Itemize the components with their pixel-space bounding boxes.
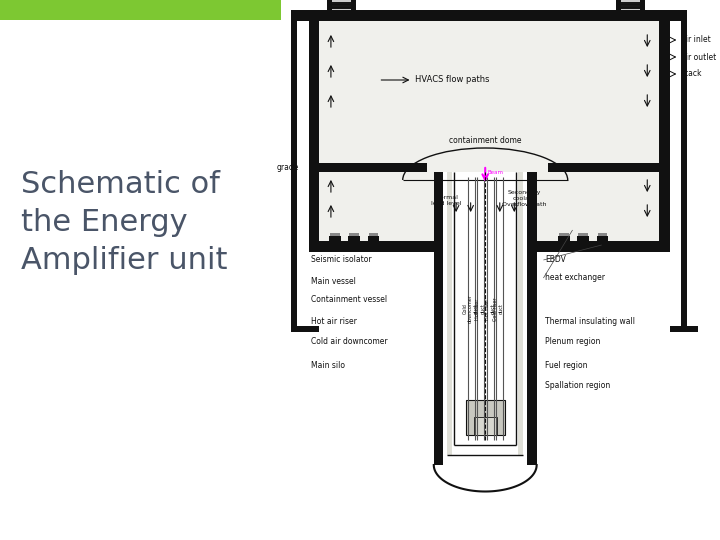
Bar bbox=[291, 326, 309, 332]
Bar bbox=[291, 10, 309, 21]
Bar bbox=[369, 233, 379, 236]
Text: heat exchanger: heat exchanger bbox=[545, 273, 606, 282]
Bar bbox=[670, 326, 687, 332]
Bar bbox=[319, 21, 659, 241]
Text: stack: stack bbox=[681, 70, 702, 78]
Bar bbox=[559, 233, 569, 236]
Bar bbox=[330, 233, 340, 236]
Bar bbox=[351, 0, 356, 10]
Bar bbox=[577, 236, 589, 241]
Text: Fuel region: Fuel region bbox=[545, 361, 588, 369]
Bar bbox=[466, 400, 505, 435]
Text: EBDV: EBDV bbox=[545, 255, 566, 265]
Bar bbox=[518, 172, 523, 455]
Bar bbox=[348, 236, 360, 241]
Text: HVACS flow paths: HVACS flow paths bbox=[415, 76, 490, 84]
Text: Spallation region: Spallation region bbox=[545, 381, 611, 389]
Bar bbox=[291, 326, 319, 332]
Bar bbox=[309, 10, 670, 21]
Text: Main silo: Main silo bbox=[310, 361, 345, 369]
Bar bbox=[433, 172, 444, 465]
Bar bbox=[549, 163, 659, 172]
Text: Overflow path: Overflow path bbox=[502, 202, 546, 207]
Bar bbox=[681, 10, 687, 252]
Text: Normal
lead level: Normal lead level bbox=[431, 195, 462, 206]
Bar bbox=[0, 0, 282, 20]
Text: Hot air riser: Hot air riser bbox=[310, 318, 356, 327]
Bar bbox=[670, 10, 687, 21]
Text: Cold
downcomer
duct: Cold downcomer duct bbox=[462, 294, 479, 323]
Text: Thermal insulating wall: Thermal insulating wall bbox=[545, 318, 635, 327]
Bar bbox=[291, 10, 297, 252]
Text: Secondary
coolast: Secondary coolast bbox=[508, 190, 541, 201]
Text: Cold air downcomer: Cold air downcomer bbox=[310, 338, 387, 347]
Text: containment dome: containment dome bbox=[449, 136, 521, 145]
Bar bbox=[327, 0, 356, 10]
Bar bbox=[659, 10, 670, 252]
Bar bbox=[319, 163, 427, 172]
Bar bbox=[616, 0, 621, 10]
Bar bbox=[616, 0, 645, 10]
Bar bbox=[291, 252, 297, 332]
Text: air outlet: air outlet bbox=[681, 52, 716, 62]
Bar bbox=[309, 10, 319, 252]
Bar bbox=[447, 172, 452, 455]
Text: Beam: Beam bbox=[487, 170, 503, 174]
Text: Cold riser
duct: Cold riser duct bbox=[493, 297, 504, 321]
Bar bbox=[681, 252, 687, 332]
Text: Main vessel: Main vessel bbox=[310, 278, 356, 287]
Text: air inlet: air inlet bbox=[681, 36, 711, 44]
Text: Schematic of
the Energy
Amplifier unit: Schematic of the Energy Amplifier unit bbox=[22, 170, 228, 275]
Bar bbox=[368, 236, 379, 241]
Text: Plenum region: Plenum region bbox=[545, 338, 600, 347]
Bar bbox=[641, 0, 645, 10]
Bar bbox=[598, 233, 608, 236]
Bar bbox=[327, 0, 332, 10]
Bar bbox=[558, 236, 570, 241]
Text: grade: grade bbox=[276, 164, 299, 172]
Bar bbox=[349, 233, 359, 236]
Bar bbox=[597, 236, 608, 241]
Bar bbox=[527, 172, 536, 465]
Text: Containment vessel: Containment vessel bbox=[310, 295, 387, 305]
Text: Hot riser
duct: Hot riser duct bbox=[475, 298, 486, 320]
Bar bbox=[329, 236, 341, 241]
Bar bbox=[578, 233, 588, 236]
Bar bbox=[309, 241, 670, 252]
Text: Seismic isolator: Seismic isolator bbox=[310, 255, 371, 265]
Bar bbox=[444, 172, 527, 465]
Bar bbox=[474, 417, 497, 435]
Bar bbox=[670, 326, 698, 332]
Text: Hot riser
duct: Hot riser duct bbox=[485, 298, 495, 320]
